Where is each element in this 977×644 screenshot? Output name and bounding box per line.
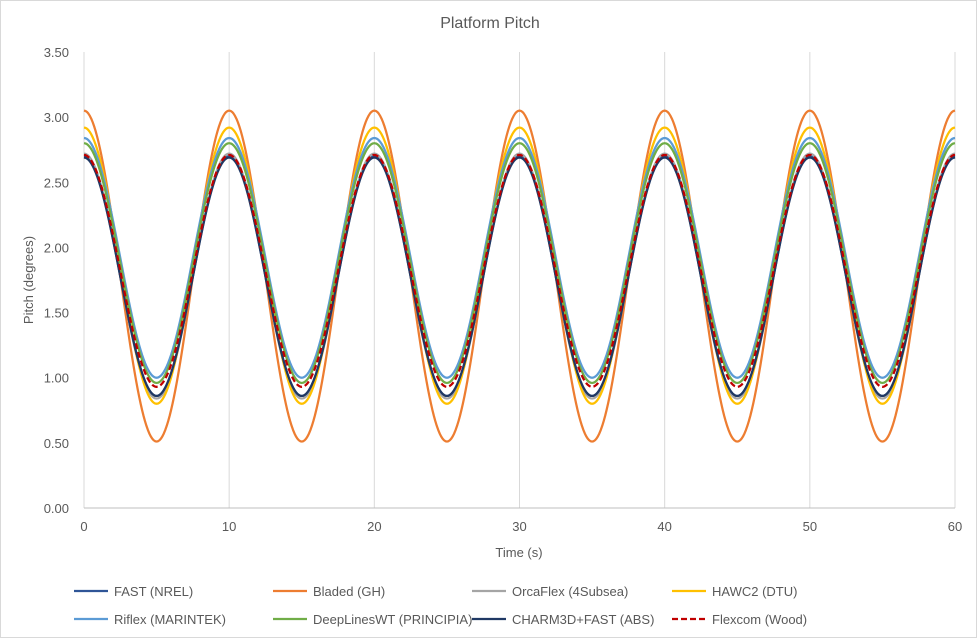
y-tick-label: 0.50	[44, 436, 69, 451]
legend-label: Riflex (MARINTEK)	[114, 612, 226, 627]
legend-label: OrcaFlex (4Subsea)	[512, 584, 628, 599]
legend: FAST (NREL) Bladed (GH) OrcaFlex (4Subsea)…	[74, 584, 807, 627]
x-tick-label: 10	[222, 519, 236, 534]
y-axis-ticks: 0.00 0.50 1.00 1.50 2.00 2.50 3.00 3.50	[44, 45, 69, 516]
x-tick-label: 40	[657, 519, 671, 534]
y-tick-label: 3.00	[44, 110, 69, 125]
x-tick-label: 30	[512, 519, 526, 534]
x-tick-label: 50	[803, 519, 817, 534]
legend-label: CHARM3D+FAST (ABS)	[512, 612, 654, 627]
x-tick-label: 60	[948, 519, 962, 534]
x-axis-ticks: 0 10 20 30 40 50 60	[80, 519, 962, 534]
y-tick-label: 0.00	[44, 501, 69, 516]
y-tick-label: 2.00	[44, 240, 69, 255]
legend-label: FAST (NREL)	[114, 584, 193, 599]
series-line	[83, 155, 956, 398]
legend-label: DeepLinesWT (PRINCIPIA)	[313, 612, 472, 627]
legend-label: Bladed (GH)	[313, 584, 385, 599]
series-line	[83, 126, 956, 405]
grid-lines	[83, 52, 956, 508]
y-tick-label: 3.50	[44, 45, 69, 60]
y-tick-label: 1.50	[44, 306, 69, 321]
chart-title: Platform Pitch	[440, 15, 540, 32]
series-lines	[83, 109, 956, 443]
y-tick-label: 2.50	[44, 175, 69, 190]
series-line	[83, 156, 956, 398]
legend-label: Flexcom (Wood)	[712, 612, 807, 627]
series-line	[83, 109, 956, 443]
series-line	[83, 136, 956, 379]
y-tick-label: 1.00	[44, 371, 69, 386]
x-tick-label: 0	[80, 519, 87, 534]
legend-label: HAWC2 (DTU)	[712, 584, 797, 599]
series-line	[83, 142, 956, 385]
x-axis-title: Time (s)	[495, 545, 542, 560]
y-axis-title: Pitch (degrees)	[21, 236, 36, 324]
x-tick-label: 20	[367, 519, 381, 534]
series-line	[83, 152, 956, 400]
series-line	[83, 153, 956, 388]
